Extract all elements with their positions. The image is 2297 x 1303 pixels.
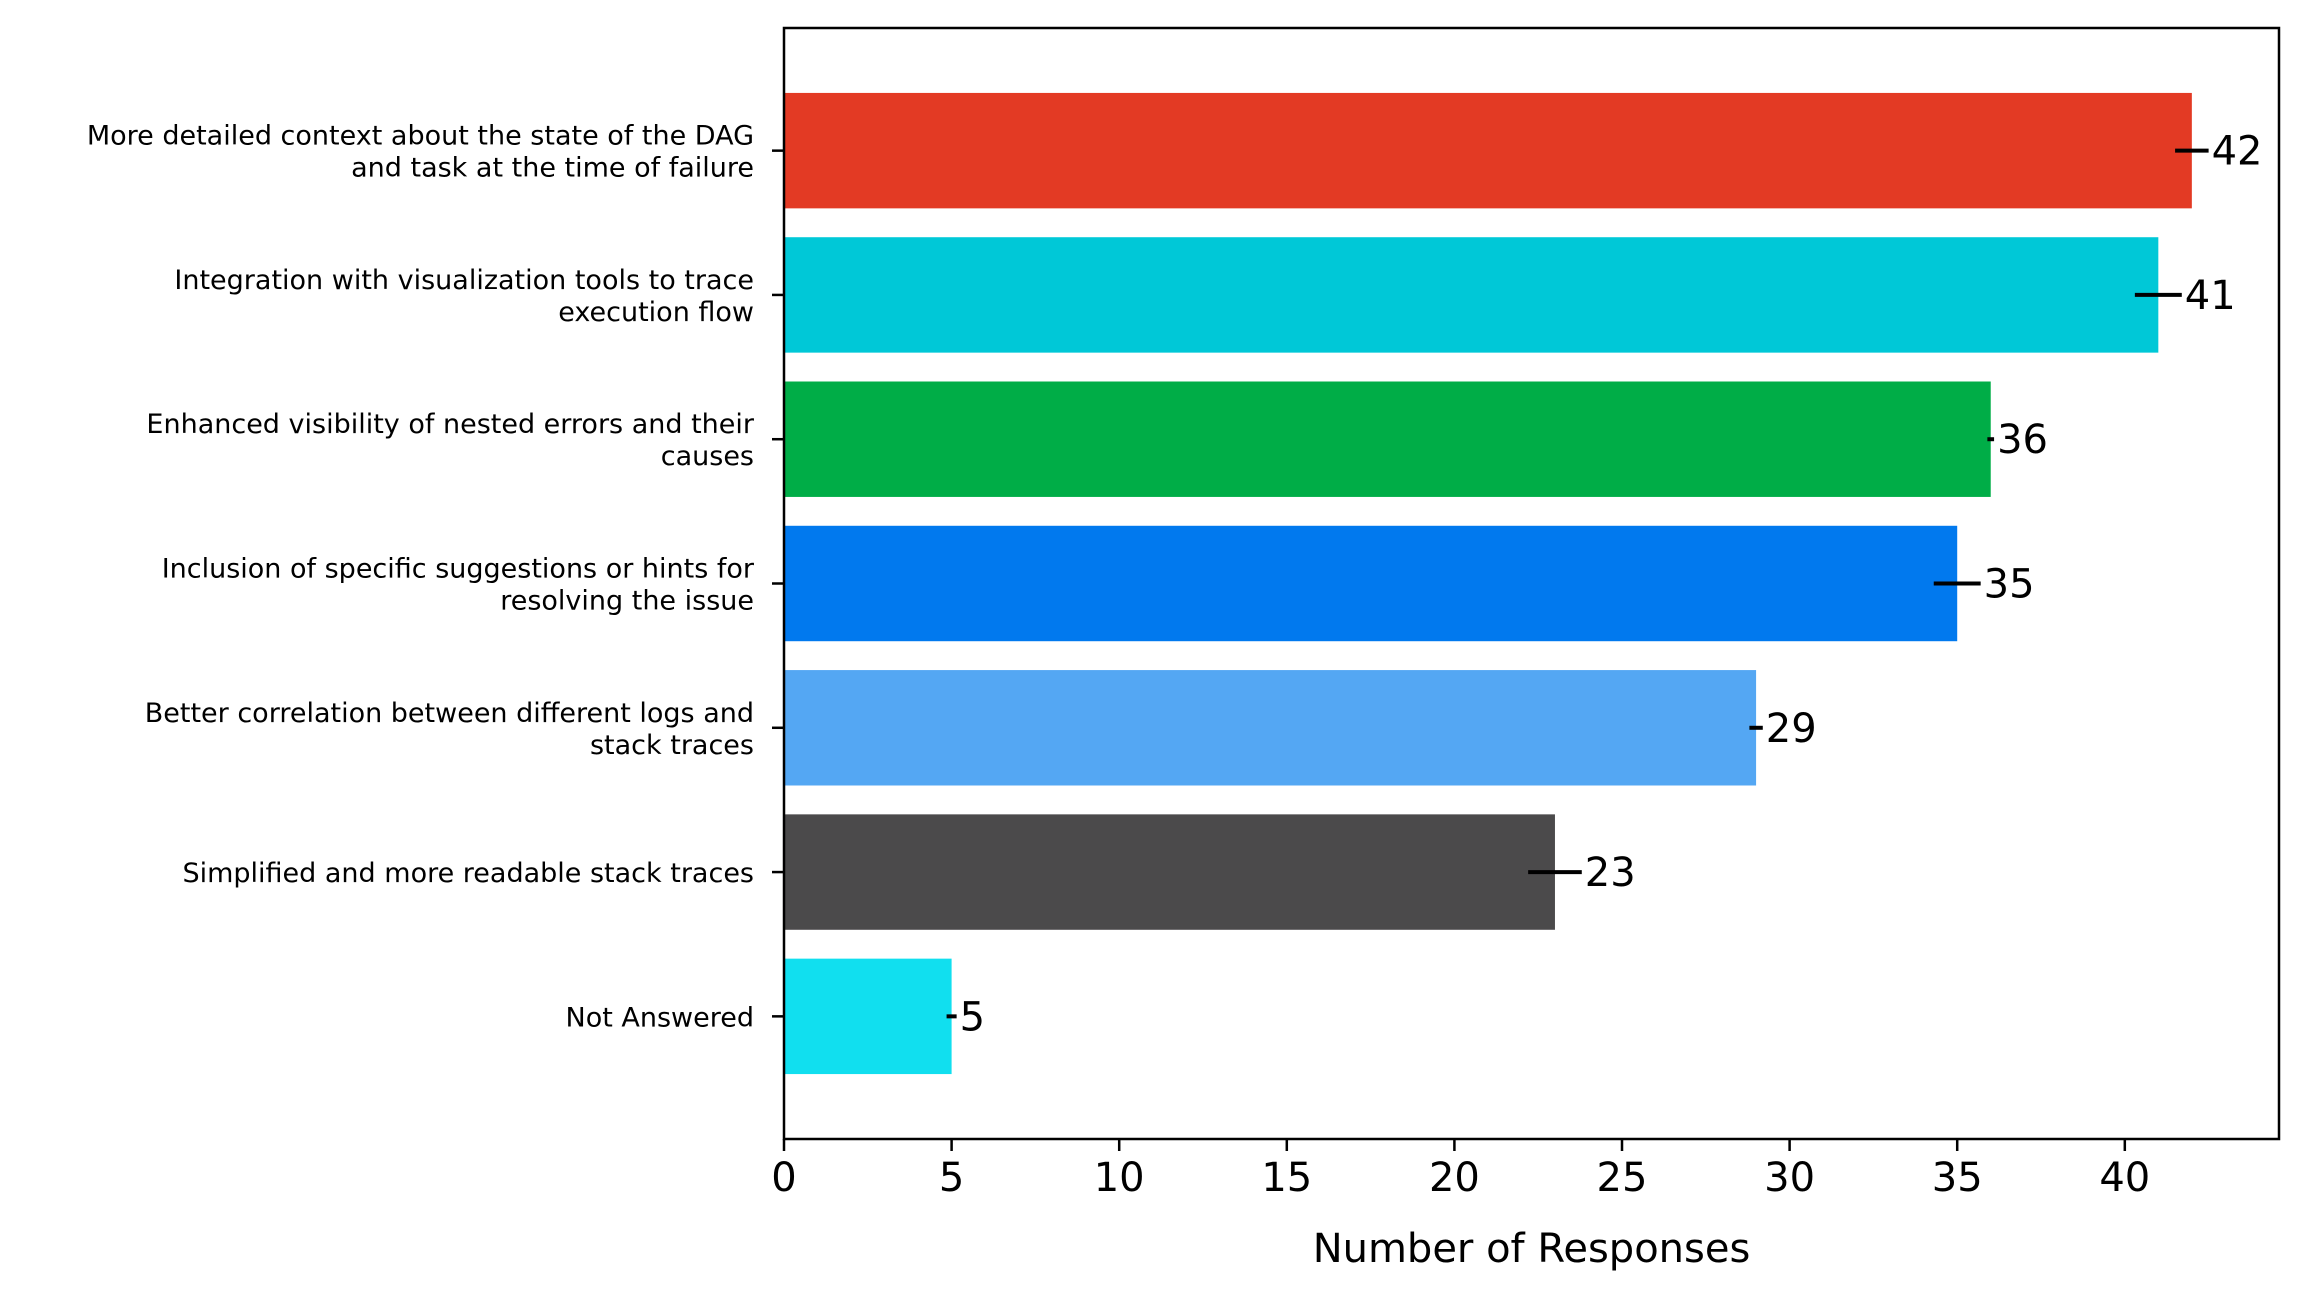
x-tick-label: 10 [1094,1155,1145,1201]
value-label: 23 [1585,850,1636,896]
value-label: 42 [2212,129,2263,175]
value-labels-layer: 42 41 36 35 29 23 5 [960,129,2263,1041]
x-axis: 0 5 10 15 20 25 30 35 40 [771,1139,2150,1201]
x-tick-label: 0 [771,1155,796,1201]
y-tick-label: Simplified and more readable stack trace… [182,858,754,889]
bar [784,670,1757,786]
bar [784,958,952,1075]
bars-layer [784,92,2192,1075]
y-tick-label: Enhanced visibility of nested errors and… [146,409,754,472]
value-label: 5 [960,994,985,1040]
x-tick-label: 15 [1261,1155,1312,1201]
x-axis-title: Number of Responses [1313,1226,1751,1272]
bar [784,814,1555,930]
value-label: 29 [1766,706,1817,752]
x-tick-label: 25 [1597,1155,1648,1201]
x-tick-label: 20 [1429,1155,1480,1201]
bar [784,237,2159,353]
y-tick-label: More detailed context about the state of… [87,121,754,184]
y-tick-label: Integration with visualization tools to … [174,265,754,328]
x-tick-label: 35 [1932,1155,1983,1201]
bar [784,525,1958,642]
x-tick-label: 5 [939,1155,964,1201]
value-label: 35 [1984,562,2035,608]
errorbars-layer [946,148,2209,1019]
value-label: 41 [2185,273,2236,319]
y-tick-label: Inclusion of specific suggestions or hin… [162,554,755,617]
bar [784,381,1991,497]
value-label: 36 [1997,417,2048,463]
y-tick-label: Better correlation between different log… [145,698,754,761]
y-axis: More detailed context about the state of… [87,121,784,1033]
x-tick-label: 30 [1764,1155,1815,1201]
y-tick-label: Not Answered [566,1002,755,1033]
x-tick-label: 40 [2099,1155,2150,1201]
bar [784,92,2192,209]
